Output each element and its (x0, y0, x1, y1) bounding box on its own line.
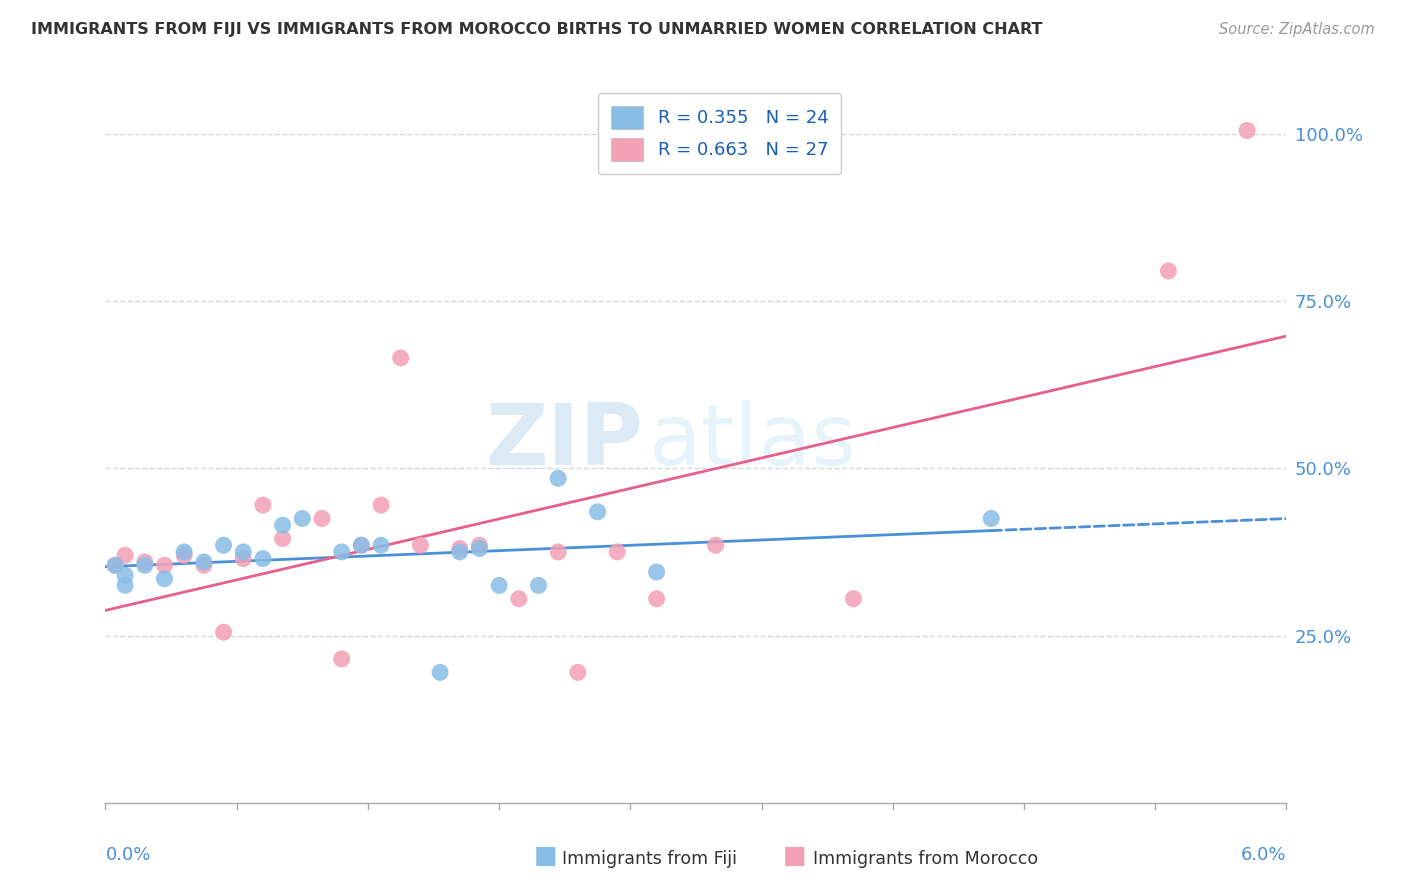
Point (1157, 264, 1180, 278)
Point (173, 545, 195, 559)
Point (193, 555, 215, 569)
Text: atlas: atlas (648, 400, 856, 483)
Point (173, 548, 195, 563)
Point (704, 538, 727, 552)
Point (212, 538, 235, 552)
Point (114, 548, 136, 563)
Text: 0.0%: 0.0% (105, 847, 150, 864)
Text: ZIP: ZIP (485, 400, 643, 483)
Point (193, 558, 215, 573)
Point (330, 652, 353, 666)
Legend: R = 0.355   N = 24, R = 0.663   N = 27: R = 0.355 N = 24, R = 0.663 N = 27 (598, 93, 841, 174)
Point (252, 551, 274, 566)
Point (114, 578, 136, 592)
Point (271, 518, 294, 533)
Point (468, 538, 491, 552)
Point (527, 578, 550, 592)
Point (114, 568, 136, 582)
Point (547, 545, 569, 559)
Point (508, 591, 530, 606)
Point (212, 625, 235, 640)
Point (1236, 123, 1258, 137)
Point (449, 545, 471, 559)
Text: ■: ■ (534, 844, 557, 868)
Point (104, 558, 127, 573)
Text: 6.0%: 6.0% (1241, 847, 1286, 864)
Point (350, 538, 373, 552)
Point (252, 498, 274, 512)
Point (488, 578, 510, 592)
Text: Immigrants from Morocco: Immigrants from Morocco (813, 850, 1038, 868)
Point (350, 538, 373, 552)
Point (980, 511, 1002, 525)
Point (389, 351, 412, 365)
Point (547, 471, 569, 485)
Point (153, 572, 176, 586)
Text: IMMIGRANTS FROM FIJI VS IMMIGRANTS FROM MOROCCO BIRTHS TO UNMARRIED WOMEN CORREL: IMMIGRANTS FROM FIJI VS IMMIGRANTS FROM … (31, 22, 1042, 37)
Point (370, 498, 392, 512)
Point (409, 538, 432, 552)
Point (429, 665, 451, 680)
Point (449, 541, 471, 556)
Text: ■: ■ (783, 844, 806, 868)
Point (330, 545, 353, 559)
Point (134, 555, 156, 569)
Point (842, 591, 865, 606)
Point (370, 538, 392, 552)
Point (232, 551, 254, 566)
Point (153, 558, 176, 573)
Point (271, 532, 294, 546)
Point (606, 545, 628, 559)
Point (645, 565, 668, 579)
Point (104, 558, 127, 573)
Text: Immigrants from Fiji: Immigrants from Fiji (562, 850, 737, 868)
Point (567, 665, 589, 680)
Point (291, 511, 314, 525)
Point (645, 591, 668, 606)
Point (311, 511, 333, 525)
Point (468, 541, 491, 556)
Point (134, 558, 156, 573)
Point (586, 505, 609, 519)
Text: Source: ZipAtlas.com: Source: ZipAtlas.com (1219, 22, 1375, 37)
Point (232, 545, 254, 559)
